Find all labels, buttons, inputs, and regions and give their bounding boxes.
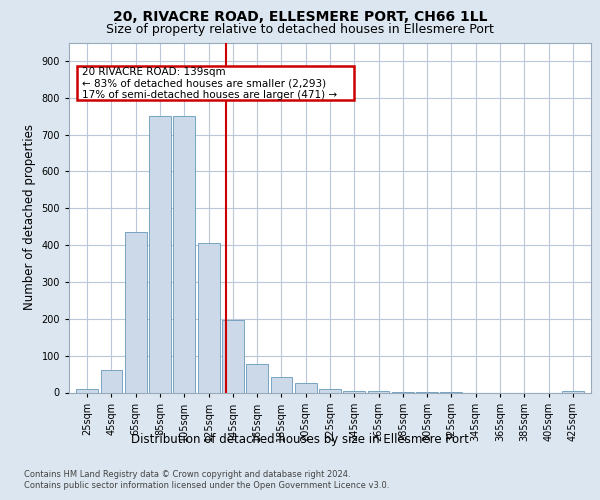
- Bar: [125, 232, 146, 392]
- Bar: [76, 389, 98, 392]
- Bar: [246, 364, 268, 392]
- Bar: [149, 116, 171, 392]
- Y-axis label: Number of detached properties: Number of detached properties: [23, 124, 36, 310]
- Bar: [343, 390, 365, 392]
- Text: Contains public sector information licensed under the Open Government Licence v3: Contains public sector information licen…: [24, 481, 389, 490]
- FancyBboxPatch shape: [77, 66, 354, 100]
- Bar: [271, 376, 292, 392]
- Text: Contains HM Land Registry data © Crown copyright and database right 2024.: Contains HM Land Registry data © Crown c…: [24, 470, 350, 479]
- Text: Size of property relative to detached houses in Ellesmere Port: Size of property relative to detached ho…: [106, 22, 494, 36]
- Text: ← 83% of detached houses are smaller (2,293): ← 83% of detached houses are smaller (2,…: [82, 78, 326, 88]
- Bar: [222, 320, 244, 392]
- Bar: [197, 244, 220, 392]
- Text: 17% of semi-detached houses are larger (471) →: 17% of semi-detached houses are larger (…: [82, 90, 337, 100]
- Bar: [101, 370, 122, 392]
- Bar: [295, 384, 317, 392]
- Text: 20, RIVACRE ROAD, ELLESMERE PORT, CH66 1LL: 20, RIVACRE ROAD, ELLESMERE PORT, CH66 1…: [113, 10, 487, 24]
- Bar: [319, 389, 341, 392]
- Text: 20 RIVACRE ROAD: 139sqm: 20 RIVACRE ROAD: 139sqm: [82, 67, 226, 77]
- Text: Distribution of detached houses by size in Ellesmere Port: Distribution of detached houses by size …: [131, 432, 469, 446]
- Bar: [173, 116, 195, 392]
